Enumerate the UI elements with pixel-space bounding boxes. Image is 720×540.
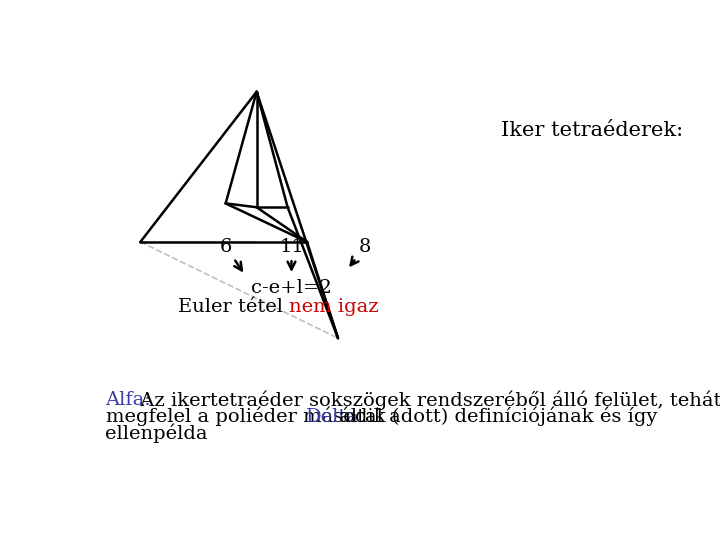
Text: által adott) definíciójának és így: által adott) definíciójának és így — [333, 407, 657, 427]
Text: nem igaz: nem igaz — [289, 298, 379, 315]
Text: megfelel a poliéder második (: megfelel a poliéder második ( — [106, 407, 399, 427]
Text: Az ikertetraéder sokszögek rendszeréből álló felület, tehát: Az ikertetraéder sokszögek rendszeréből … — [134, 390, 720, 409]
Text: c-e+l=2: c-e+l=2 — [251, 279, 332, 297]
Text: 6: 6 — [220, 238, 242, 271]
Text: 11: 11 — [279, 238, 304, 269]
Text: 8: 8 — [351, 238, 372, 265]
Text: Delta: Delta — [305, 408, 359, 426]
Text: Alfa:: Alfa: — [106, 391, 151, 409]
Text: Iker tetraéderek:: Iker tetraéderek: — [500, 121, 683, 140]
Text: ellenpélda: ellenpélda — [106, 424, 208, 443]
Text: Euler tétel: Euler tétel — [178, 298, 289, 315]
